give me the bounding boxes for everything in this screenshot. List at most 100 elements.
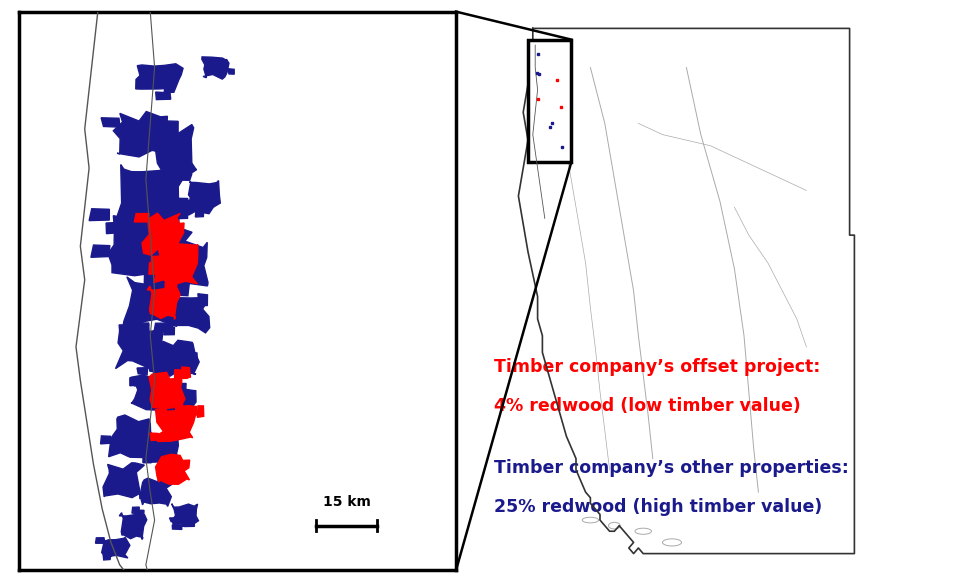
Ellipse shape [662, 539, 682, 546]
Polygon shape [144, 271, 158, 286]
Polygon shape [155, 125, 197, 178]
Polygon shape [168, 141, 183, 152]
Polygon shape [103, 553, 110, 560]
Polygon shape [150, 433, 158, 441]
Polygon shape [188, 352, 198, 364]
Polygon shape [108, 415, 156, 457]
Polygon shape [125, 243, 137, 264]
Polygon shape [183, 521, 195, 527]
Polygon shape [170, 518, 180, 522]
Polygon shape [89, 209, 109, 221]
Text: Timber company’s other properties:: Timber company’s other properties: [494, 459, 850, 477]
Polygon shape [122, 277, 180, 329]
Polygon shape [123, 528, 134, 534]
Polygon shape [132, 131, 151, 143]
Polygon shape [171, 282, 189, 296]
Polygon shape [103, 463, 144, 499]
Polygon shape [135, 64, 183, 93]
Polygon shape [152, 255, 166, 267]
Polygon shape [198, 294, 207, 306]
Polygon shape [163, 121, 179, 137]
Polygon shape [142, 213, 183, 257]
Polygon shape [228, 69, 234, 74]
Polygon shape [156, 92, 171, 100]
Polygon shape [139, 323, 149, 336]
Polygon shape [115, 324, 165, 369]
Polygon shape [108, 548, 118, 555]
Ellipse shape [583, 517, 598, 523]
Polygon shape [148, 483, 159, 489]
Polygon shape [185, 200, 190, 210]
Polygon shape [172, 230, 185, 256]
Polygon shape [134, 214, 149, 222]
Polygon shape [141, 478, 173, 506]
Polygon shape [127, 172, 154, 191]
Polygon shape [165, 389, 196, 418]
Polygon shape [181, 367, 190, 377]
Polygon shape [171, 464, 182, 473]
Polygon shape [198, 406, 204, 417]
Polygon shape [134, 510, 144, 517]
Polygon shape [166, 404, 179, 414]
Polygon shape [180, 406, 190, 416]
Polygon shape [154, 323, 173, 332]
Polygon shape [163, 241, 208, 286]
Polygon shape [170, 460, 177, 467]
Polygon shape [132, 507, 139, 513]
Polygon shape [130, 378, 137, 386]
Polygon shape [149, 372, 185, 409]
Polygon shape [149, 438, 156, 447]
Polygon shape [143, 455, 152, 463]
Polygon shape [207, 66, 219, 73]
Polygon shape [154, 244, 198, 286]
Polygon shape [164, 327, 175, 335]
Polygon shape [181, 521, 190, 526]
Text: 15 km: 15 km [323, 495, 371, 509]
Polygon shape [131, 375, 171, 410]
Polygon shape [162, 297, 169, 304]
Polygon shape [101, 436, 110, 444]
Polygon shape [156, 455, 190, 484]
Polygon shape [173, 403, 179, 412]
Polygon shape [168, 297, 209, 333]
Polygon shape [102, 538, 130, 559]
Polygon shape [154, 116, 167, 130]
Polygon shape [158, 241, 177, 251]
Ellipse shape [609, 523, 620, 529]
Polygon shape [172, 383, 180, 391]
Polygon shape [148, 361, 169, 373]
Polygon shape [110, 476, 126, 485]
Polygon shape [119, 513, 147, 540]
Polygon shape [160, 361, 175, 368]
Polygon shape [134, 379, 142, 386]
Polygon shape [124, 474, 132, 483]
Polygon shape [187, 406, 197, 415]
Polygon shape [113, 163, 192, 251]
Polygon shape [108, 216, 176, 276]
Polygon shape [137, 368, 148, 375]
Polygon shape [95, 538, 106, 543]
Polygon shape [149, 262, 165, 274]
Polygon shape [176, 402, 183, 410]
Polygon shape [153, 340, 199, 376]
Polygon shape [156, 236, 166, 244]
Polygon shape [172, 503, 199, 526]
Polygon shape [136, 237, 160, 254]
Polygon shape [129, 324, 149, 333]
Polygon shape [165, 283, 177, 292]
Polygon shape [130, 450, 148, 457]
Polygon shape [147, 286, 180, 320]
Polygon shape [158, 478, 168, 485]
Text: Timber company’s offset project:: Timber company’s offset project: [494, 358, 821, 376]
Polygon shape [172, 525, 181, 530]
Bar [528, 40, 571, 162]
Text: 25% redwood (high timber value): 25% redwood (high timber value) [494, 498, 823, 516]
Polygon shape [151, 306, 165, 313]
Polygon shape [147, 434, 179, 462]
Polygon shape [119, 325, 128, 333]
Polygon shape [187, 180, 220, 215]
Polygon shape [107, 222, 125, 233]
Polygon shape [172, 223, 184, 232]
Polygon shape [176, 384, 186, 389]
Text: 4% redwood (low timber value): 4% redwood (low timber value) [494, 397, 802, 415]
